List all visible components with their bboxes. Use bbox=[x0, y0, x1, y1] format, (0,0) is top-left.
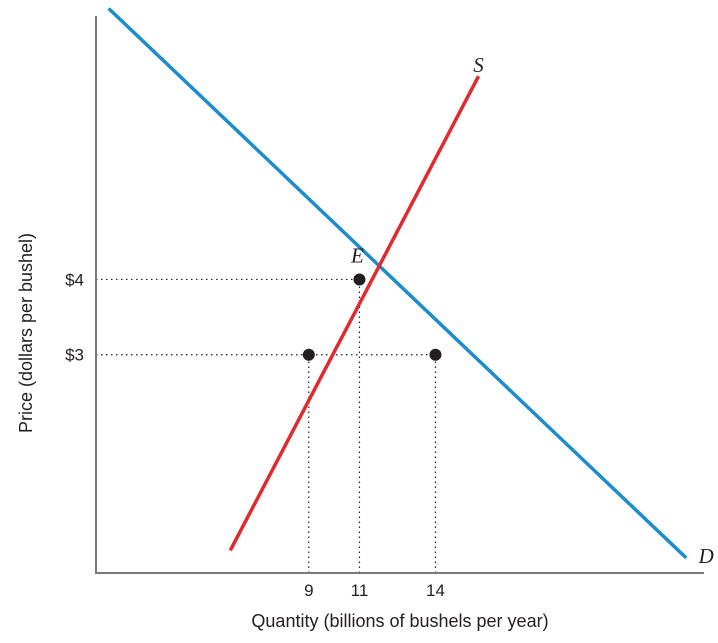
x-tick-label-14: 14 bbox=[426, 581, 445, 600]
x-axis-title: Quantity (billions of bushels per year) bbox=[251, 611, 548, 631]
point-2 bbox=[429, 348, 442, 361]
point-e bbox=[353, 273, 366, 286]
curve-label-s: S bbox=[473, 53, 484, 77]
curve-label-d: D bbox=[698, 544, 714, 568]
curve-labels: D S E bbox=[350, 53, 714, 568]
x-tick-labels: 9 11 14 bbox=[304, 581, 445, 600]
x-tick-label-9: 9 bbox=[304, 581, 313, 600]
point-label-e: E bbox=[350, 243, 364, 267]
y-tick-labels: $3 $4 bbox=[65, 270, 84, 364]
y-tick-label-1: $4 bbox=[65, 270, 84, 289]
y-axis-title: Price (dollars per bushel) bbox=[16, 233, 36, 433]
x-tick-label-11: 11 bbox=[351, 581, 369, 600]
curve-s bbox=[228, 75, 481, 552]
point-1 bbox=[302, 348, 315, 361]
y-tick-label-0: $3 bbox=[65, 346, 84, 365]
curve-d bbox=[107, 7, 688, 560]
guide-lines bbox=[96, 278, 437, 573]
equilibrium-points bbox=[302, 273, 442, 361]
curves bbox=[107, 7, 688, 560]
